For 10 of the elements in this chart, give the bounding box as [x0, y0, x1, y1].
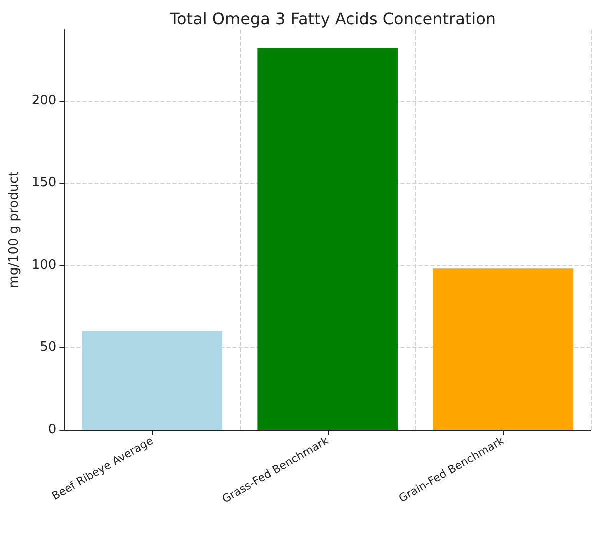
y-axis-title: mg/100 g product	[7, 172, 22, 288]
bar	[82, 331, 223, 430]
bar	[258, 48, 398, 430]
bar	[433, 268, 574, 430]
y-tick-label: 150	[32, 176, 57, 191]
y-tick-label: 200	[32, 93, 57, 108]
chart-title: Total Omega 3 Fatty Acids Concentration	[168, 10, 496, 28]
y-tick-label: 0	[48, 422, 57, 438]
y-tick-label: 100	[32, 258, 57, 273]
y-tick-label: 50	[40, 340, 57, 356]
